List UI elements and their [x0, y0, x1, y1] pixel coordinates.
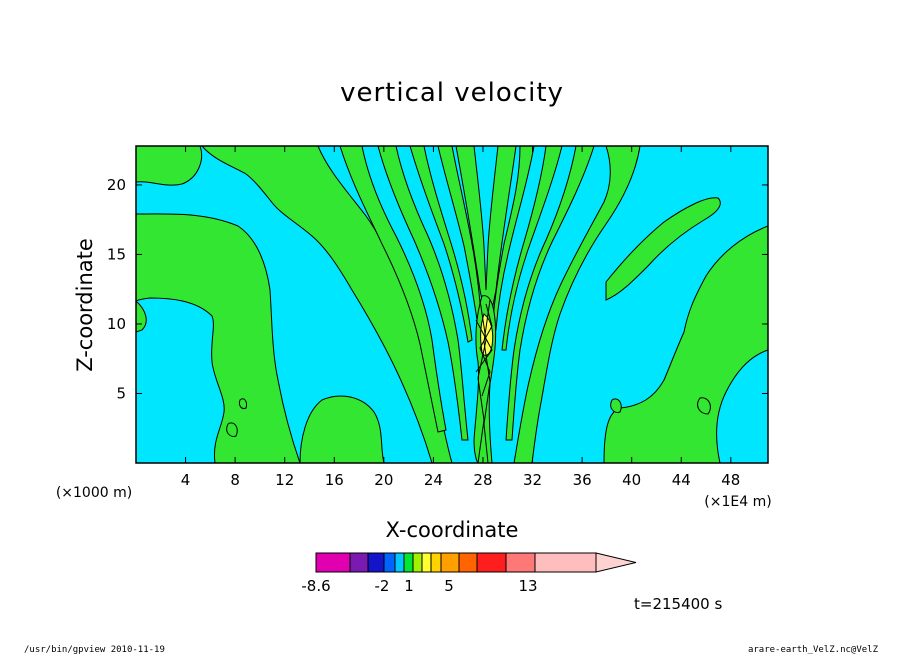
x-unit-right-label: (×1E4 m) [704, 494, 771, 510]
y-axis-ticks: 5 10 15 20 [107, 176, 768, 402]
y-axis-label: Z-coordinate [73, 238, 97, 372]
positive-streak-1 [339, 146, 447, 433]
negative-region-right-inner [716, 349, 768, 463]
footer-right-text: arare-earth_VelZ.nc@VelZ [748, 645, 879, 654]
core-convective-cell [473, 295, 497, 463]
y-tick-label: 15 [107, 245, 126, 263]
x-tick-label: 32 [523, 471, 542, 489]
positive-streak-2 [377, 146, 469, 441]
colorbar-segment [315, 552, 351, 573]
island-4 [697, 397, 711, 415]
colorbar-segment [349, 552, 369, 573]
colorbar [315, 552, 637, 573]
colorbar-segment [440, 552, 460, 573]
core-contour-4 [479, 303, 493, 397]
bottom-islands [226, 397, 711, 437]
colorbar-segment [394, 552, 405, 573]
core-contour-3 [475, 319, 493, 373]
x-tick-label: 28 [473, 471, 492, 489]
positive-velocity-regions [136, 146, 768, 463]
footer-left-text: /usr/bin/gpview 2010-11-19 [24, 645, 165, 654]
colorbar-segment [476, 552, 507, 573]
positive-region-left [136, 213, 301, 463]
x-tick-label: 40 [622, 471, 641, 489]
positive-streak-7 [505, 146, 595, 441]
x-tick-label: 16 [325, 471, 344, 489]
colorbar-segment [383, 552, 396, 573]
plot-area [136, 146, 768, 463]
x-tick-label: 8 [230, 471, 240, 489]
island-3 [610, 398, 622, 413]
colorbar-extension-arrow [595, 552, 637, 573]
colorbar-segment [430, 552, 442, 573]
positive-region-right-arm [605, 197, 721, 301]
y-tick-label: 10 [107, 315, 126, 333]
colorbar-labels: -8.6 -2 1 5 13 [301, 577, 537, 595]
x-unit-left-label: (×1000 m) [56, 485, 132, 501]
positive-streak-3 [409, 146, 473, 343]
island-1 [239, 398, 247, 409]
x-tick-label: 24 [424, 471, 443, 489]
y-tick-label: 20 [107, 176, 126, 194]
colorbar-tick-label: 1 [404, 577, 414, 595]
core-contour-2 [483, 299, 491, 463]
colorbar-tick-label: -8.6 [301, 577, 330, 595]
x-tick-label: 36 [573, 471, 592, 489]
colorbar-segment [505, 552, 536, 573]
x-tick-label: 20 [374, 471, 393, 489]
positive-region-top-left [136, 146, 203, 186]
core-contour-1 [477, 299, 487, 463]
time-label: t=215400 s [634, 595, 722, 613]
x-tick-label: 44 [672, 471, 691, 489]
chart-title: vertical velocity [340, 78, 564, 108]
x-tick-label: 4 [181, 471, 191, 489]
x-axis-label: X-coordinate [386, 518, 519, 542]
colorbar-segment [534, 552, 597, 573]
colorbar-segment [367, 552, 385, 573]
plot-frame [135, 145, 769, 464]
x-tick-label: 48 [721, 471, 740, 489]
colorbar-segment [403, 552, 414, 573]
x-axis-ticks: 4 8 12 16 20 24 28 32 36 40 44 48 [181, 146, 740, 489]
positive-streak-6 [501, 146, 563, 351]
positive-region-bottom-mid-left [299, 395, 385, 463]
colorbar-segment [421, 552, 432, 573]
colorbar-tick-label: -2 [375, 577, 390, 595]
x-tick-label: 12 [275, 471, 294, 489]
colorbar-tick-label: 13 [518, 577, 537, 595]
colorbar-segment [458, 552, 478, 573]
y-tick-label: 5 [116, 384, 126, 402]
colorbar-tick-label: 5 [444, 577, 454, 595]
colorbar-segment [412, 552, 423, 573]
island-2 [226, 422, 238, 437]
